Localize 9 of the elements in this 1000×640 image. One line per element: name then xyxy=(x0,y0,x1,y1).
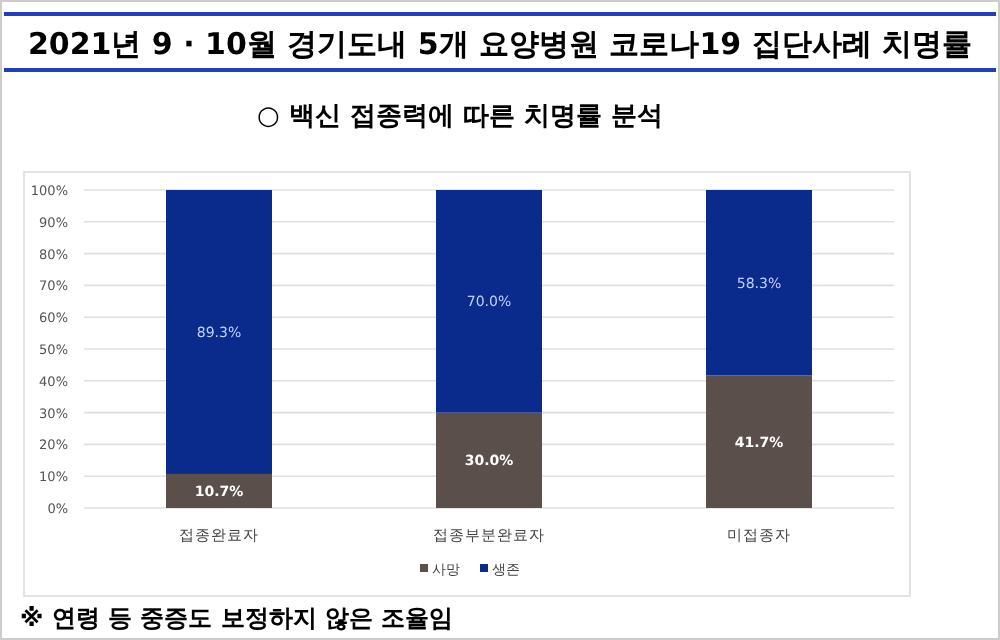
text: ※ 연령 등 중증도 보정하지 않은 조율임 xyxy=(20,604,454,632)
bar xyxy=(166,473,272,508)
chart-title: 2021년 9 · 10월 경기도내 5개 요양병원 코로나19 집단사례 치명률 xyxy=(27,26,973,62)
bar xyxy=(706,375,812,508)
bar xyxy=(706,190,812,376)
bar xyxy=(436,412,542,508)
chart-subtitle: ○ 백신 접종력에 따른 치명률 분석 xyxy=(257,102,663,132)
bar xyxy=(166,190,272,474)
bar xyxy=(436,190,542,413)
